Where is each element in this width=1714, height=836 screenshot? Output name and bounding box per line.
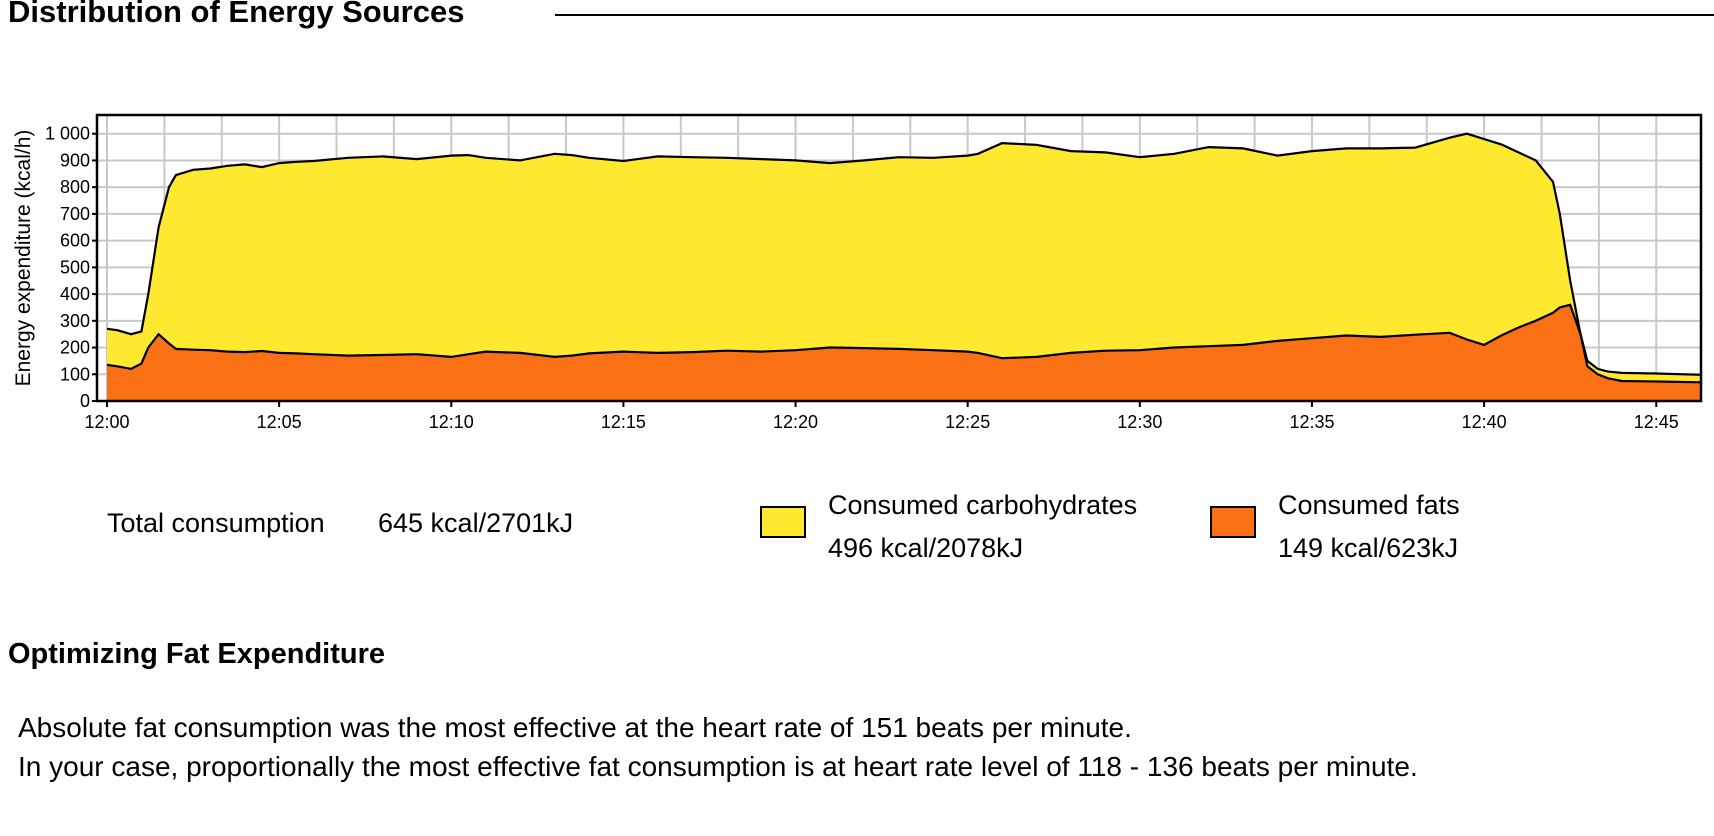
x-tick-label: 12:30 bbox=[1117, 412, 1162, 432]
legend-label-carbohydrates: Consumed carbohydrates bbox=[828, 490, 1138, 520]
x-tick-label: 12:45 bbox=[1634, 412, 1679, 432]
x-tick-label: 12:10 bbox=[429, 412, 474, 432]
carbohydrates-value: 496 kcal/2078kJ bbox=[828, 533, 1024, 563]
fats-line bbox=[106, 303, 1702, 384]
fats-value: 149 kcal/623kJ bbox=[1278, 533, 1459, 563]
x-tick-label: 12:15 bbox=[601, 412, 646, 432]
y-tick-label: 200 bbox=[60, 338, 90, 358]
y-tick-label: 800 bbox=[60, 177, 90, 197]
y-tick-label: 400 bbox=[60, 284, 90, 304]
y-tick-label: 600 bbox=[60, 231, 90, 251]
optimizing-title: Optimizing Fat Expenditure bbox=[8, 638, 386, 670]
distribution-title: Distribution of Energy Sources bbox=[8, 0, 465, 29]
y-tick-label: 1 000 bbox=[45, 124, 90, 144]
title-rule bbox=[555, 14, 1714, 16]
x-tick-label: 12:35 bbox=[1289, 412, 1334, 432]
x-tick-label: 12:00 bbox=[84, 412, 129, 432]
x-tick-label: 12:25 bbox=[945, 412, 990, 432]
y-axis-title: Energy expenditure (kcal/h) bbox=[12, 130, 35, 387]
plot-frame bbox=[95, 113, 1703, 403]
x-tick-label: 12:40 bbox=[1462, 412, 1507, 432]
y-axis: 0 100 200 300 400 500 600 700 800 900 1 000 bbox=[45, 124, 97, 411]
x-axis: 12:00 12:05 12:10 12:15 12:20 12:25 12:30 12:35… bbox=[84, 401, 1679, 432]
absolute-fat-paragraph: Absolute fat consumption was the most ef… bbox=[18, 712, 1132, 743]
y-tick-label: 700 bbox=[60, 204, 90, 224]
legend-swatch-carbohydrates bbox=[760, 506, 806, 538]
y-tick-label: 900 bbox=[60, 150, 90, 170]
y-tick-label: 0 bbox=[80, 391, 90, 411]
carbohydrates-area bbox=[107, 133, 1701, 401]
y-tick-label: 300 bbox=[60, 311, 90, 331]
total-consumption-value: 645 kcal/2701kJ bbox=[378, 508, 574, 538]
total-consumption-label: Total consumption bbox=[107, 508, 325, 538]
x-tick-label: 12:20 bbox=[773, 412, 818, 432]
fats-area bbox=[107, 304, 1701, 401]
y-tick-label: 100 bbox=[60, 364, 90, 384]
legend-swatch-fats bbox=[1210, 506, 1256, 538]
y-tick-label: 500 bbox=[60, 257, 90, 277]
x-tick-label: 12:05 bbox=[257, 412, 302, 432]
legend-label-fats: Consumed fats bbox=[1278, 490, 1460, 520]
carbohydrates-line bbox=[106, 132, 1702, 376]
proportional-fat-paragraph: In your case, proportionally the most ef… bbox=[18, 751, 1418, 782]
